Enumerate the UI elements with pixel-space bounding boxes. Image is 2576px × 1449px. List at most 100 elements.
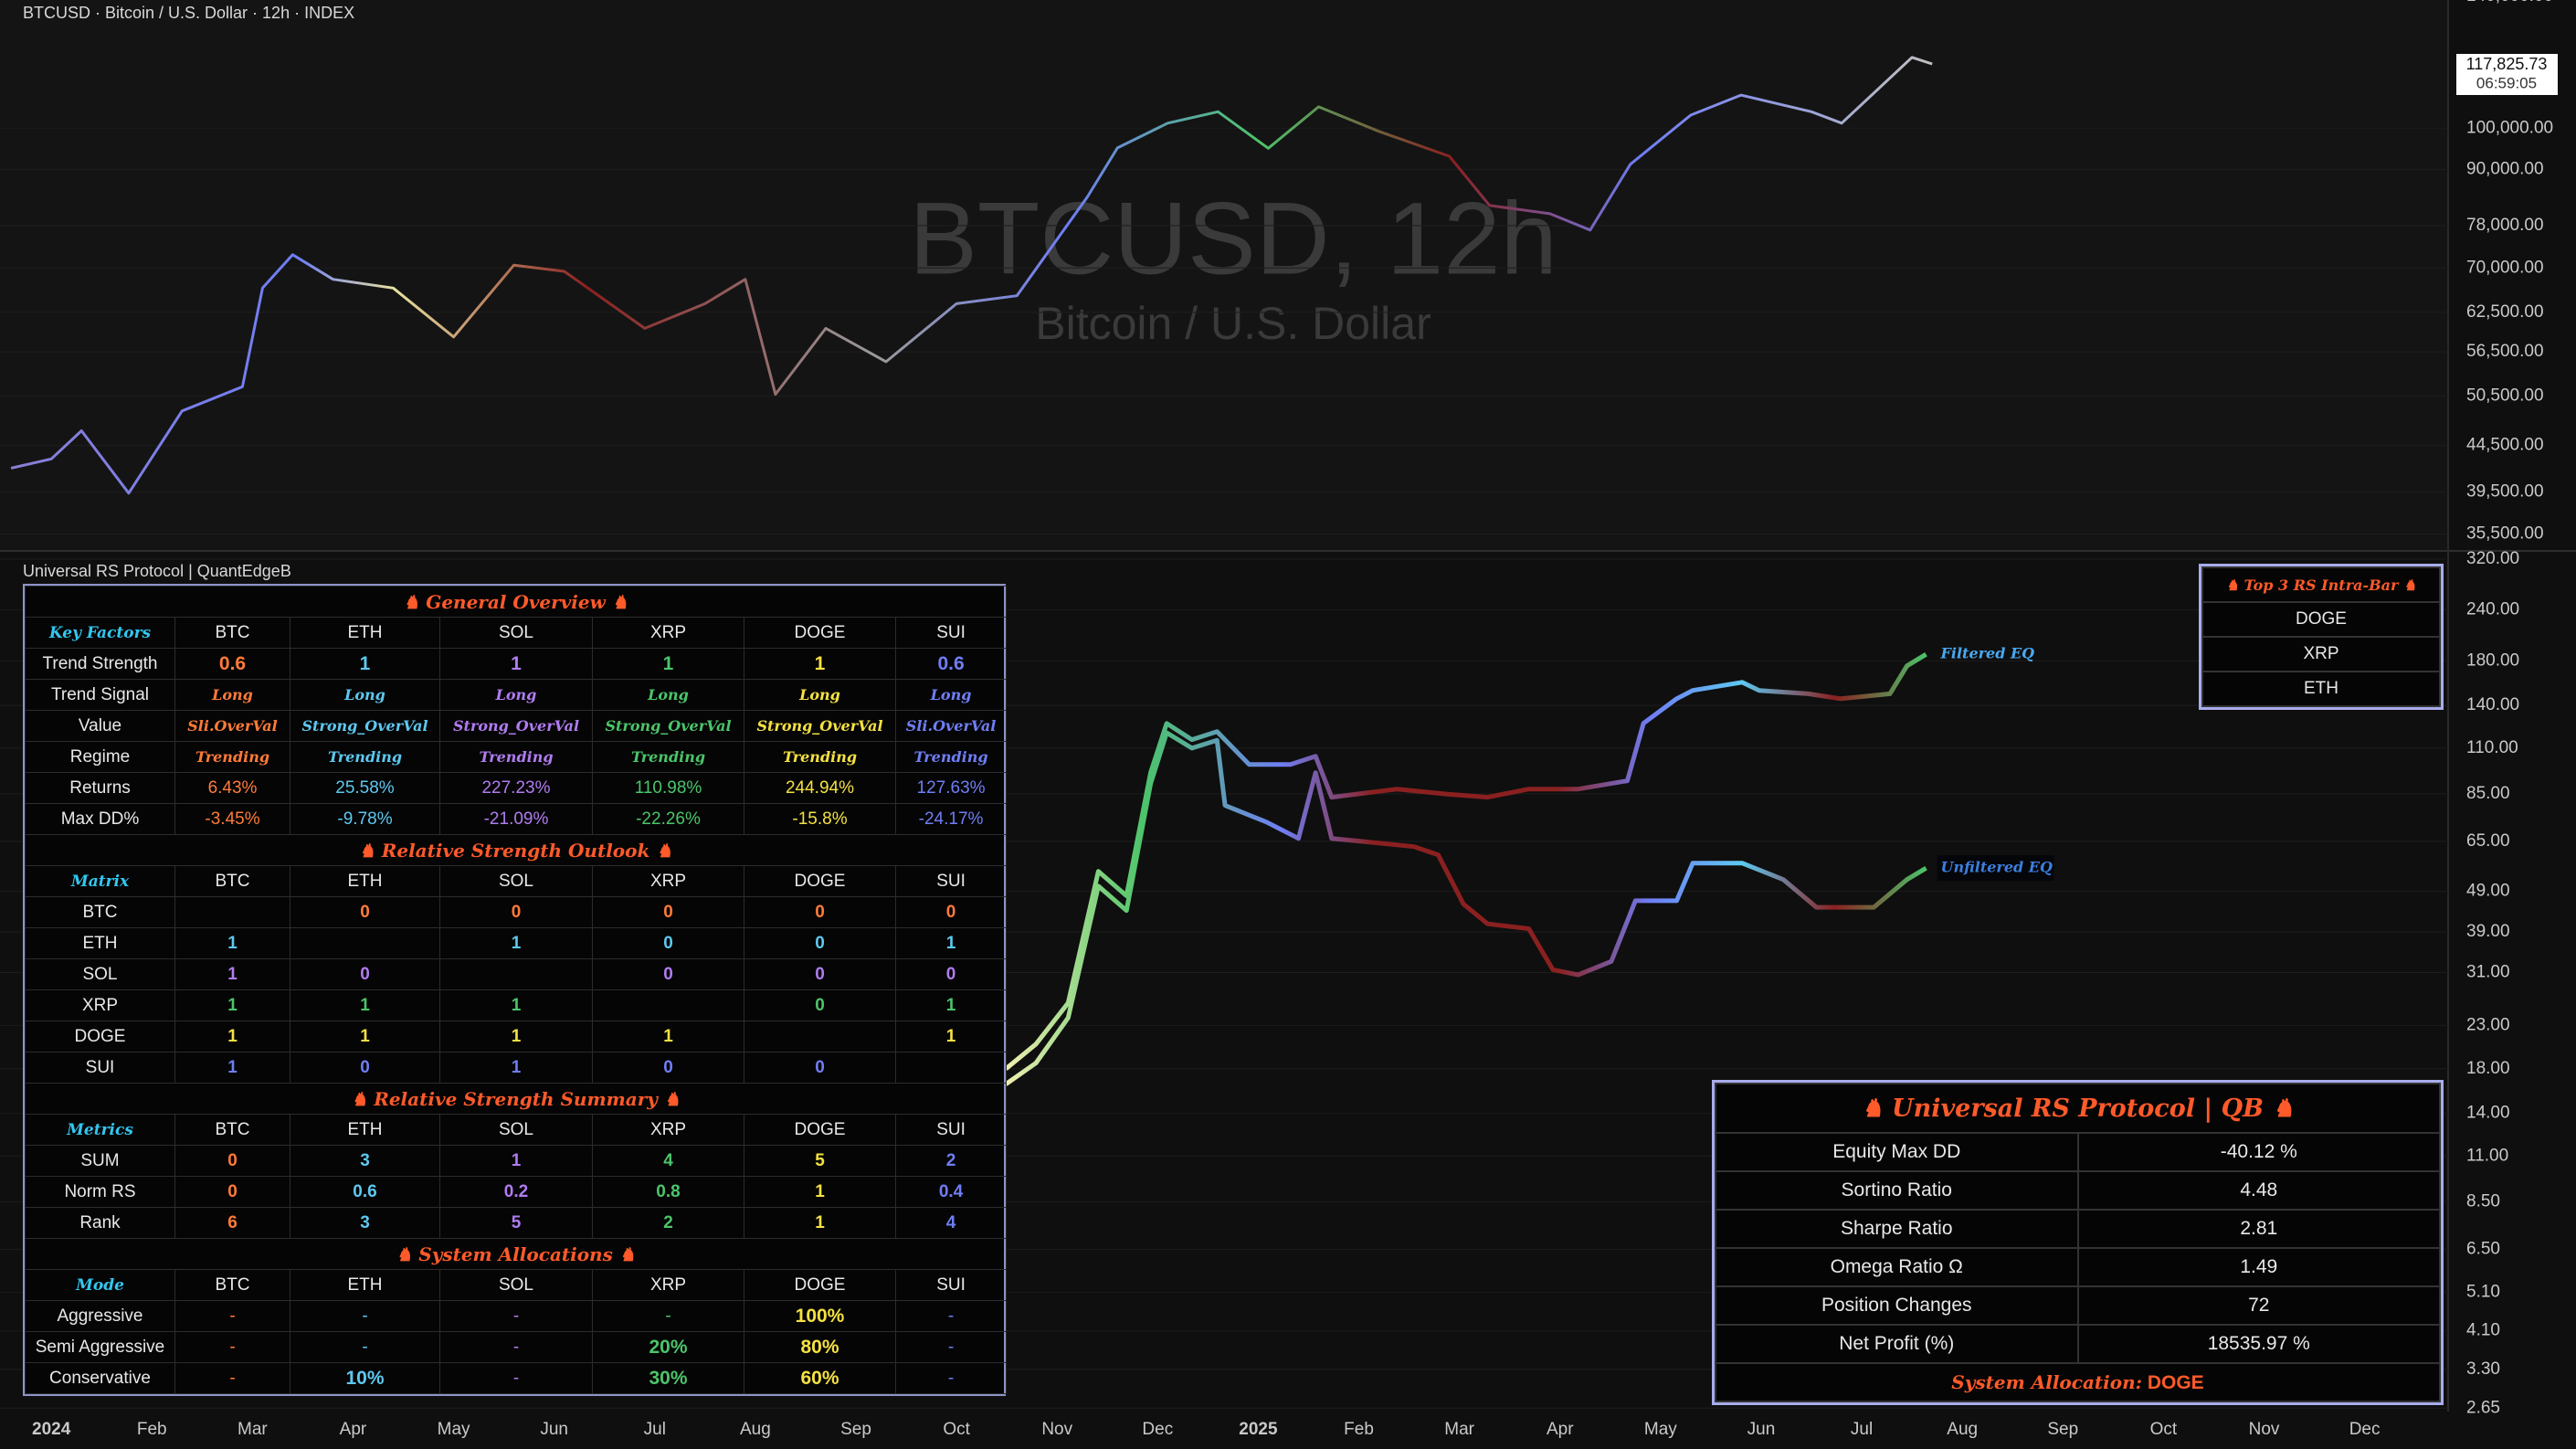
data-row: Aggressive - - - -100% - [25,1300,1008,1332]
cell: Strong_OverVal [439,710,593,742]
header-row: Metrics BTC ETH SOL XRP DOGE SUI [25,1114,1008,1146]
cell: 1 [894,1021,1008,1052]
x-tick-label: Aug [740,1420,771,1439]
stats-label: Net Profit (%) [1715,1324,2079,1364]
top3-grid: ♞ Top 3 RS Intra-Bar ♞ DOGE XRP ETH [2201,566,2441,707]
cell: 0.6 [290,1176,440,1208]
top3-item: ETH [2201,671,2441,707]
cell: 0 [592,958,744,990]
stats-value: 72 [2076,1285,2441,1326]
cell: 25.58% [290,772,440,804]
cell: 1 [439,1021,593,1052]
stats-box: ♞ Universal RS Protocol | QB ♞ Equity Max… [1712,1080,2444,1405]
cell: - [174,1331,290,1363]
x-tick-label: Nov [2249,1420,2280,1439]
price-line [10,56,1933,495]
cell: 1 [290,648,440,680]
cell: -3.45% [174,803,290,835]
section-title: ♞ Relative Strength Summary ♞ [24,1083,1008,1115]
y-tick-label: 85.00 [2466,784,2510,803]
cell: - [290,1300,440,1332]
data-row: Norm RS 0 0.6 0.2 0.8 1 0.4 [25,1176,1008,1208]
cell: Sli.OverVal [174,710,290,742]
y-tick-label: 140,000.00 [2466,0,2553,5]
data-row: DOGE 1 1 1 1 1 [25,1021,1008,1052]
stats-label: Equity Max DD [1715,1132,2079,1172]
rs-table: ♞ General Overview ♞ Key Factors BTC ETH SOL… [23,584,1008,1396]
cell: 1 [439,927,593,959]
row-label: Aggressive [25,1300,175,1332]
column-header: BTC [174,1114,290,1146]
cell: 1 [894,927,1008,959]
y-tick-label: 56,500.00 [2466,342,2544,361]
allocation-row: System Allocation: DOGE [1715,1362,2441,1402]
data-row: Returns 6.43% 25.58% 227.23% 110.98% 244.94% 1… [25,772,1008,804]
y-tick-label: 49.00 [2466,882,2510,901]
x-tick-label: 2025 [1239,1420,1278,1439]
top3-row: ETH [2201,671,2441,707]
column-header: SOL [439,1269,593,1301]
corner-label: Key Factors [25,617,175,649]
empty-cell [592,989,744,1021]
cell: 5 [744,1145,896,1177]
cell: 0 [290,896,440,928]
stats-title: ♞ Universal RS Protocol | QB ♞ [1715,1083,2441,1134]
cell: Long [439,679,593,711]
cell: 1 [290,989,440,1021]
data-row: Value Sli.OverVal Strong_OverVal Strong_Ove… [25,710,1008,742]
cell: Strong_OverVal [290,710,440,742]
y-tick-label: 140.00 [2466,695,2519,714]
last-price: 117,825.73 [2466,55,2548,73]
top3-title-row: ♞ Top 3 RS Intra-Bar ♞ [2201,566,2441,603]
column-header: ETH [290,1269,440,1301]
y-tick-label: 23.00 [2466,1015,2510,1034]
empty-cell [439,958,593,990]
stats-value: 2.81 [2076,1209,2441,1249]
empty-cell [290,927,440,959]
cell: Long [174,679,290,711]
row-label: Semi Aggressive [25,1331,175,1363]
cell: 1 [592,648,744,680]
row-label: Max DD% [25,803,175,835]
section-title-row: ♞ Relative Strength Summary ♞ [24,1083,1008,1115]
equity-line [1004,730,1927,1086]
cell: 0.6 [174,648,290,680]
cell: 2 [894,1145,1008,1177]
top3-title: ♞ Top 3 RS Intra-Bar ♞ [2201,566,2441,603]
column-header: SUI [894,1114,1008,1146]
y-tick-label: 70,000.00 [2466,258,2544,277]
cell: 0.2 [439,1176,593,1208]
watermark: BTCUSD, 12h [909,182,1557,296]
cell: 1 [174,958,290,990]
section-title-row: ♞ Relative Strength Outlook ♞ [24,834,1008,866]
cell: 1 [439,989,593,1021]
column-header: XRP [592,865,744,897]
y-tick-label: 14.00 [2466,1104,2510,1123]
y-tick-label: 4.10 [2466,1321,2500,1340]
cell: 1 [174,1021,290,1052]
y-tick-label: 50,500.00 [2466,386,2544,405]
y-tick-label: 2.65 [2466,1398,2500,1417]
cell: - [290,1331,440,1363]
row-label: Conservative [25,1362,175,1394]
stats-row: Equity Max DD -40.12 % [1715,1132,2441,1172]
cell: 1 [744,1207,896,1239]
column-header: SUI [894,617,1008,649]
x-tick-label: Apr [1547,1420,1574,1439]
row-label: DOGE [25,1021,175,1052]
corner-label: Metrics [25,1114,175,1146]
cell: 1 [592,1021,744,1052]
y-tick-label: 44,500.00 [2466,436,2544,455]
corner-label: Matrix [25,865,175,897]
data-row: Rank 6 3 5 2 1 4 [25,1207,1008,1239]
cell: -22.26% [592,803,744,835]
y-tick-label: 100,000.00 [2466,118,2553,137]
cell: - [894,1362,1008,1394]
cell: 0 [744,927,896,959]
cell: 0 [744,989,896,1021]
data-row: Semi Aggressive - - -20% 80% - [25,1331,1008,1363]
y-tick-label: 11.00 [2466,1146,2508,1165]
empty-cell [894,1052,1008,1084]
